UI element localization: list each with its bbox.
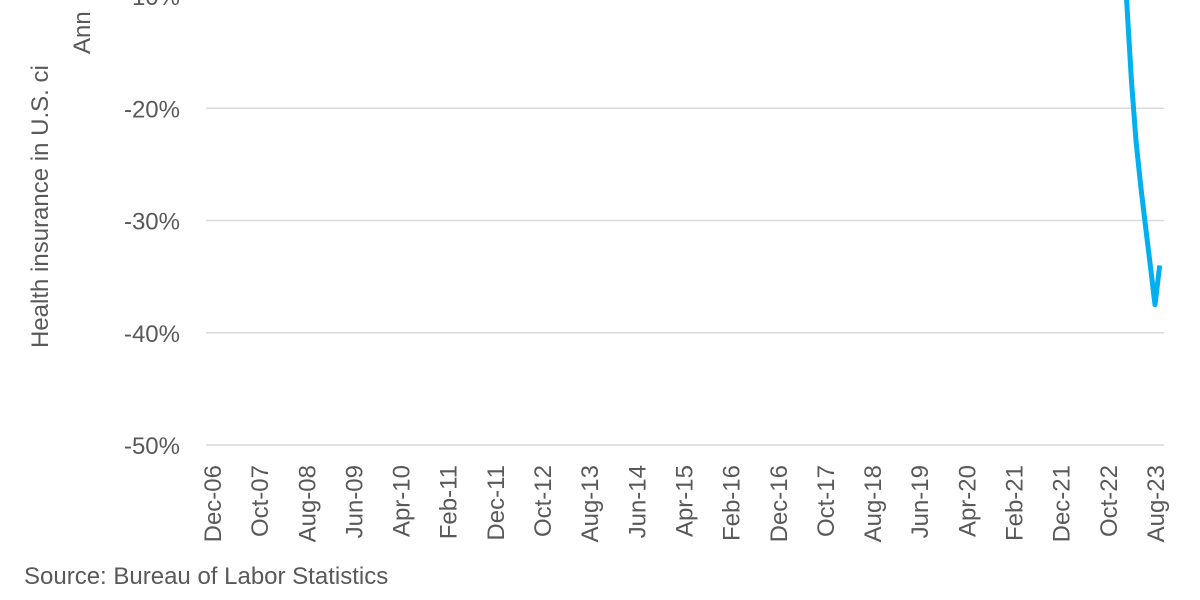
x-tick-label: Oct-07 xyxy=(247,465,274,537)
y-tick-label: -10% xyxy=(124,0,180,11)
x-tick-label: Dec-21 xyxy=(1049,465,1076,542)
y-axis-title: Health insurance in U.S. ci xyxy=(27,65,54,348)
y-tick-label: -20% xyxy=(124,96,180,123)
x-tick-label: Feb-11 xyxy=(436,465,463,539)
x-tick-label: Aug-23 xyxy=(1143,465,1170,542)
y-tick-label: -30% xyxy=(124,209,180,236)
x-tick-label: Dec-11 xyxy=(483,465,510,541)
x-tick-label: Aug-08 xyxy=(294,465,321,542)
x-tick-label: Oct-17 xyxy=(813,465,840,537)
x-tick-label: Feb-16 xyxy=(719,465,746,541)
x-tick-label: Apr-20 xyxy=(954,465,981,537)
y-tick-label: -50% xyxy=(124,433,180,460)
grid xyxy=(206,107,1164,446)
data-line xyxy=(1124,0,1163,308)
x-tick-label: Oct-22 xyxy=(1096,465,1123,537)
x-tick-label: Aug-13 xyxy=(577,465,604,542)
x-tick-label: Jun-14 xyxy=(624,465,651,538)
x-tick-label: Apr-10 xyxy=(389,465,416,537)
x-tick-label: Oct-12 xyxy=(530,465,557,537)
x-tick-label: Feb-21 xyxy=(1002,465,1029,541)
x-tick-label: Apr-15 xyxy=(671,465,698,537)
plot-area xyxy=(1124,0,1163,308)
source-note: Source: Bureau of Labor Statistics xyxy=(24,563,388,590)
y-tick-label: -40% xyxy=(124,321,180,348)
y-axis-title: Ann xyxy=(69,11,96,54)
x-tick-label: Jun-19 xyxy=(907,465,934,538)
x-tick-label: Jun-09 xyxy=(341,465,368,538)
x-tick-label: Dec-16 xyxy=(766,465,793,542)
x-tick-label: Aug-18 xyxy=(860,465,887,542)
x-tick-label: Dec-06 xyxy=(200,465,227,542)
